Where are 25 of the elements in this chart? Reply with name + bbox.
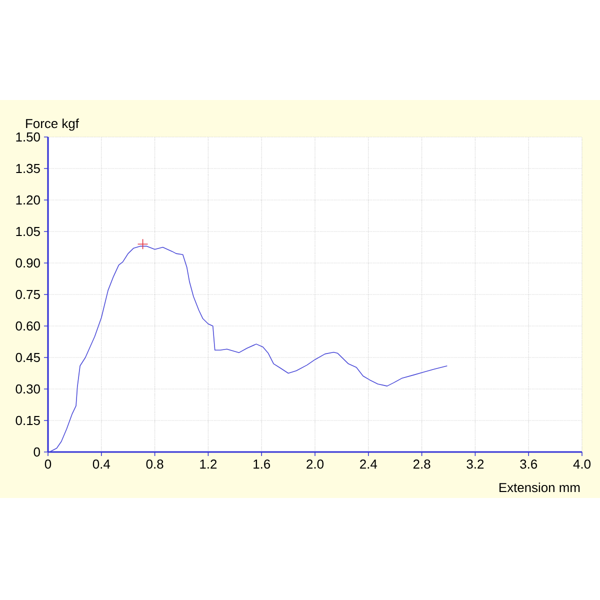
y-tick-label: 0.15 (16, 416, 40, 426)
y-tick-label: 1.35 (16, 164, 40, 174)
y-tick-label: 0.60 (16, 321, 40, 331)
x-tick-label: 2.0 (306, 460, 324, 469)
y-tick-label: 0.75 (16, 290, 40, 300)
y-tick-label: 1.20 (16, 195, 40, 205)
x-tick-label: 3.6 (520, 460, 538, 469)
x-tick-label: 1.6 (254, 460, 270, 469)
x-axis-title: Extension mm (499, 482, 580, 492)
x-tick-label: 0.4 (92, 460, 110, 469)
y-tick-label: 0.90 (16, 258, 40, 268)
x-tick-label: 4.0 (573, 460, 591, 469)
y-tick-label: 0.45 (16, 352, 40, 362)
y-tick-label: 0 (34, 447, 40, 457)
line-series (48, 246, 448, 452)
x-tick-label: 3.2 (466, 460, 484, 469)
x-tick-label: 0.8 (146, 460, 164, 469)
y-tick-label: 1.50 (16, 132, 40, 142)
x-tick-label: 1.2 (200, 460, 217, 469)
y-axis-title: Force kgf (26, 118, 79, 131)
x-tick-label: 2.8 (413, 460, 430, 469)
x-tick-label: 2.4 (360, 460, 378, 469)
y-tick-label: 0.30 (16, 384, 40, 394)
y-tick-label: 1.05 (16, 226, 40, 236)
x-tick-label: 0 (44, 460, 52, 469)
